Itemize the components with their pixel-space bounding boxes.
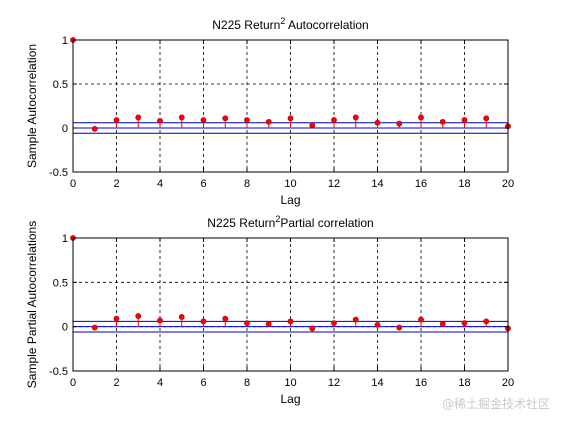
x-tick-label: 16	[415, 178, 427, 190]
data-point	[178, 114, 185, 121]
y-tick-label: 0	[62, 123, 68, 135]
watermark: @稀土掘金技术社区	[441, 397, 550, 411]
chart-title: N225 Return2Partial correlation	[207, 214, 373, 230]
data-point	[483, 318, 490, 325]
data-point	[91, 125, 98, 132]
x-tick-label: 6	[200, 377, 206, 389]
data-point	[331, 117, 337, 123]
y-tick-label: 0.5	[53, 79, 68, 91]
data-point	[418, 114, 424, 121]
x-tick-label: 2	[113, 377, 119, 389]
x-axis-label: Lag	[280, 193, 300, 207]
x-tick-label: 14	[371, 178, 383, 190]
y-tick-label: 0	[62, 322, 68, 334]
y-tick-label: 1	[62, 233, 68, 245]
data-point	[461, 320, 468, 327]
x-tick-label: 16	[415, 377, 427, 389]
data-point	[91, 324, 98, 331]
x-tick-label: 8	[244, 377, 250, 389]
y-tick-label: -0.5	[49, 167, 68, 179]
x-tick-label: 12	[328, 377, 340, 389]
x-axis-label: Lag	[280, 392, 300, 406]
y-tick-label: 0.5	[53, 277, 68, 289]
data-point	[113, 315, 120, 322]
data-point	[374, 119, 381, 126]
data-point	[265, 118, 272, 125]
data-point	[244, 320, 250, 327]
data-point	[178, 314, 185, 320]
x-tick-label: 18	[458, 178, 470, 190]
x-tick-label: 6	[200, 178, 206, 190]
chart-title: N225 Return2 Autocorrelation	[212, 16, 368, 32]
x-tick-label: 4	[157, 377, 163, 389]
x-tick-label: 20	[502, 377, 514, 389]
data-point	[418, 316, 424, 323]
x-tick-label: 2	[113, 178, 119, 190]
x-tick-label: 10	[284, 178, 296, 190]
data-point	[222, 315, 229, 322]
data-point	[265, 321, 272, 327]
data-point	[113, 117, 120, 123]
y-tick-label: -0.5	[49, 366, 68, 378]
x-tick-label: 8	[244, 178, 250, 190]
data-point	[439, 321, 446, 327]
x-tick-label: 12	[328, 178, 340, 190]
data-point	[244, 117, 250, 123]
data-point	[287, 115, 294, 122]
y-axis-label: Sample Partial Autocorrelations	[25, 221, 39, 388]
x-tick-label: 0	[70, 178, 76, 190]
data-point	[309, 325, 316, 332]
data-point	[374, 321, 381, 328]
data-point	[309, 122, 316, 129]
data-point	[200, 117, 207, 123]
data-point	[200, 318, 207, 325]
data-point	[396, 120, 403, 127]
x-tick-label: 10	[284, 377, 296, 389]
x-tick-label: 14	[371, 377, 383, 389]
data-point	[439, 118, 446, 125]
data-point	[222, 115, 229, 122]
x-tick-label: 20	[502, 178, 514, 190]
y-tick-label: 1	[62, 35, 68, 47]
data-point	[135, 114, 142, 121]
y-axis-label: Sample Autocorrelation	[25, 44, 39, 168]
data-point	[157, 118, 163, 124]
data-point	[396, 324, 403, 331]
data-point	[352, 316, 359, 323]
data-point	[483, 115, 490, 122]
data-point	[157, 317, 163, 324]
x-tick-label: 0	[70, 377, 76, 389]
data-point	[331, 320, 337, 327]
data-point	[135, 313, 142, 319]
data-point	[287, 318, 294, 325]
x-tick-label: 18	[458, 377, 470, 389]
x-tick-label: 4	[157, 178, 163, 190]
data-point	[461, 117, 468, 123]
data-point	[352, 114, 359, 121]
